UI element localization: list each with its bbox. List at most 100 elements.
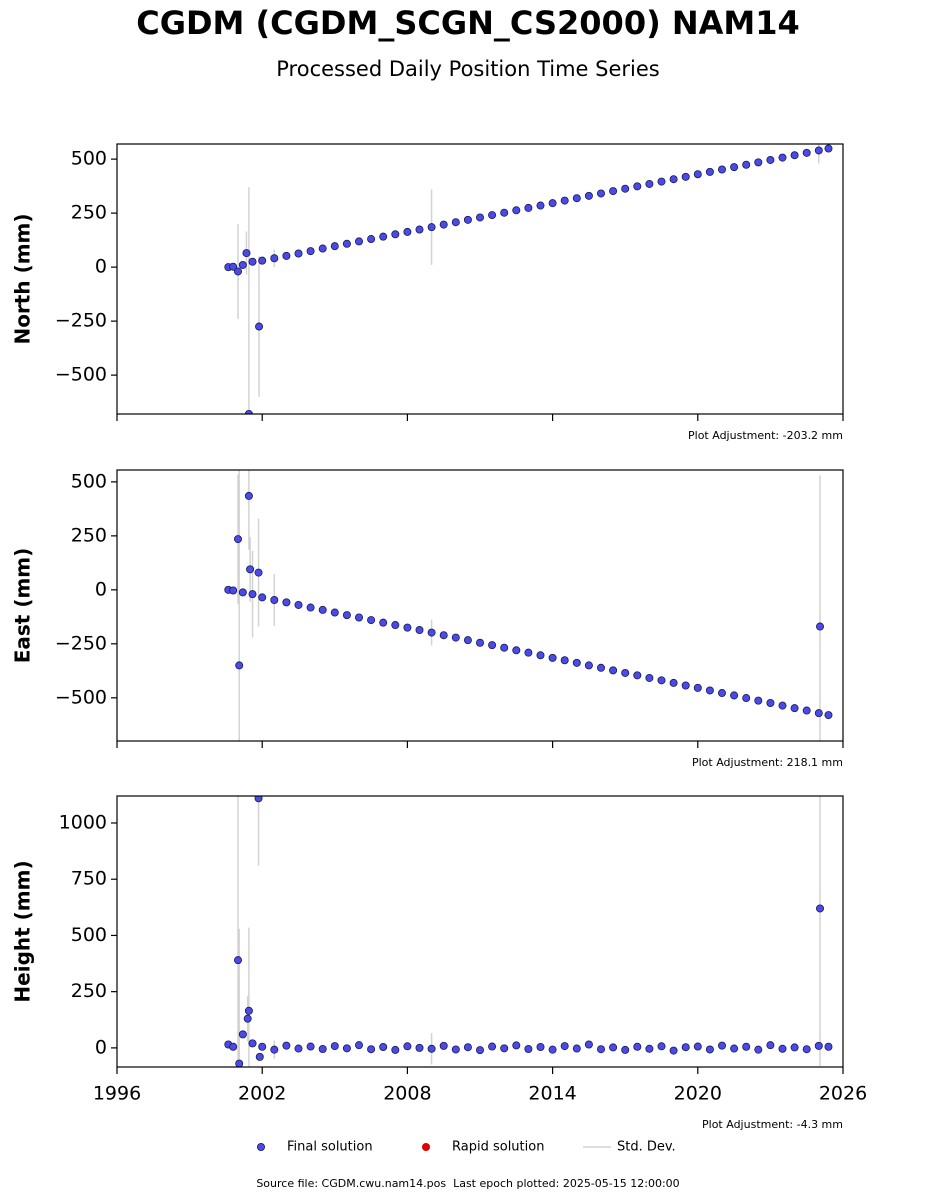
legend-label: Final solution bbox=[287, 1140, 373, 1155]
data-point bbox=[229, 586, 238, 595]
data-point bbox=[330, 242, 339, 251]
data-point bbox=[512, 206, 521, 215]
data-point bbox=[524, 648, 533, 657]
data-point bbox=[415, 626, 424, 635]
data-point bbox=[609, 666, 618, 675]
legend-label: Std. Dev. bbox=[617, 1140, 676, 1155]
data-point bbox=[233, 535, 242, 544]
data-point bbox=[705, 1045, 714, 1054]
data-point bbox=[790, 1043, 799, 1052]
data-point bbox=[439, 220, 448, 229]
plot-adjustment: Plot Adjustment: 218.1 mm bbox=[692, 756, 843, 769]
data-point bbox=[742, 694, 751, 703]
y-tick-label: 250 bbox=[71, 980, 107, 1002]
data-point bbox=[330, 1042, 339, 1051]
data-point bbox=[318, 1045, 327, 1054]
data-point bbox=[824, 144, 833, 153]
data-point bbox=[584, 661, 593, 670]
y-tick-label: −500 bbox=[55, 686, 107, 708]
data-point bbox=[609, 1043, 618, 1052]
data-point bbox=[427, 628, 436, 637]
data-point bbox=[318, 244, 327, 253]
data-point bbox=[572, 1044, 581, 1053]
data-point bbox=[354, 237, 363, 246]
data-point bbox=[621, 668, 630, 677]
data-point bbox=[645, 673, 654, 682]
data-point bbox=[681, 1043, 690, 1052]
data-point bbox=[233, 956, 242, 965]
data-point bbox=[669, 175, 678, 184]
axes-frame bbox=[116, 469, 844, 742]
data-point bbox=[790, 704, 799, 713]
data-point bbox=[814, 709, 823, 718]
data-point bbox=[681, 681, 690, 690]
data-point bbox=[463, 1043, 472, 1052]
data-point bbox=[718, 689, 727, 698]
y-tick-label: 500 bbox=[71, 470, 107, 492]
data-point bbox=[391, 1045, 400, 1054]
data-point bbox=[475, 213, 484, 222]
data-point bbox=[246, 565, 255, 574]
data-point bbox=[500, 643, 509, 652]
y-tick-label: 0 bbox=[95, 256, 107, 278]
figure-subtitle: Processed Daily Position Time Series bbox=[276, 57, 660, 81]
data-point bbox=[282, 251, 291, 260]
data-point bbox=[488, 641, 497, 650]
data-point bbox=[488, 1042, 497, 1051]
data-point bbox=[597, 189, 606, 198]
data-point bbox=[814, 146, 823, 155]
data-point bbox=[229, 1042, 238, 1051]
data-point bbox=[451, 633, 460, 642]
data-point bbox=[255, 1052, 264, 1061]
data-point bbox=[233, 267, 242, 276]
data-point bbox=[802, 148, 811, 157]
data-point bbox=[584, 1040, 593, 1049]
data-point bbox=[597, 663, 606, 672]
data-point bbox=[270, 595, 279, 604]
y-tick-label: 250 bbox=[71, 524, 107, 546]
figure-title: CGDM (CGDM_SCGN_CS2000) NAM14 bbox=[136, 4, 800, 42]
data-point bbox=[778, 153, 787, 162]
data-point bbox=[742, 160, 751, 169]
data-point bbox=[342, 1044, 351, 1053]
data-point bbox=[633, 1042, 642, 1051]
data-point bbox=[379, 618, 388, 627]
data-point bbox=[294, 1044, 303, 1053]
data-point bbox=[248, 1039, 257, 1048]
data-point bbox=[439, 1041, 448, 1050]
data-point bbox=[718, 1041, 727, 1050]
plot-adjustment: Plot Adjustment: -203.2 mm bbox=[688, 429, 843, 442]
x-tick-label: 2002 bbox=[238, 1083, 286, 1105]
data-point bbox=[548, 653, 557, 662]
data-point bbox=[354, 1041, 363, 1050]
data-point bbox=[294, 249, 303, 258]
data-point bbox=[248, 590, 257, 599]
data-point bbox=[229, 262, 238, 271]
data-point bbox=[669, 678, 678, 687]
data-point bbox=[254, 568, 263, 577]
y-tick-label: −500 bbox=[55, 364, 107, 386]
data-point bbox=[824, 711, 833, 720]
data-point bbox=[242, 249, 251, 258]
x-tick-label: 1996 bbox=[93, 1083, 141, 1105]
data-point bbox=[500, 1044, 509, 1053]
data-point bbox=[238, 1030, 247, 1039]
y-tick-label: 0 bbox=[95, 1036, 107, 1058]
data-point bbox=[705, 167, 714, 176]
data-point bbox=[693, 170, 702, 179]
data-point bbox=[621, 1045, 630, 1054]
data-point bbox=[536, 201, 545, 210]
data-point bbox=[766, 698, 775, 707]
y-tick-label: 250 bbox=[71, 202, 107, 224]
data-point bbox=[391, 621, 400, 630]
data-point bbox=[693, 683, 702, 692]
data-point bbox=[475, 1046, 484, 1055]
data-point bbox=[802, 706, 811, 715]
data-point bbox=[415, 1043, 424, 1052]
data-point bbox=[754, 696, 763, 705]
data-point bbox=[814, 1041, 823, 1050]
axes-frame bbox=[116, 795, 844, 1068]
data-point bbox=[536, 1042, 545, 1051]
data-point bbox=[258, 1042, 267, 1051]
